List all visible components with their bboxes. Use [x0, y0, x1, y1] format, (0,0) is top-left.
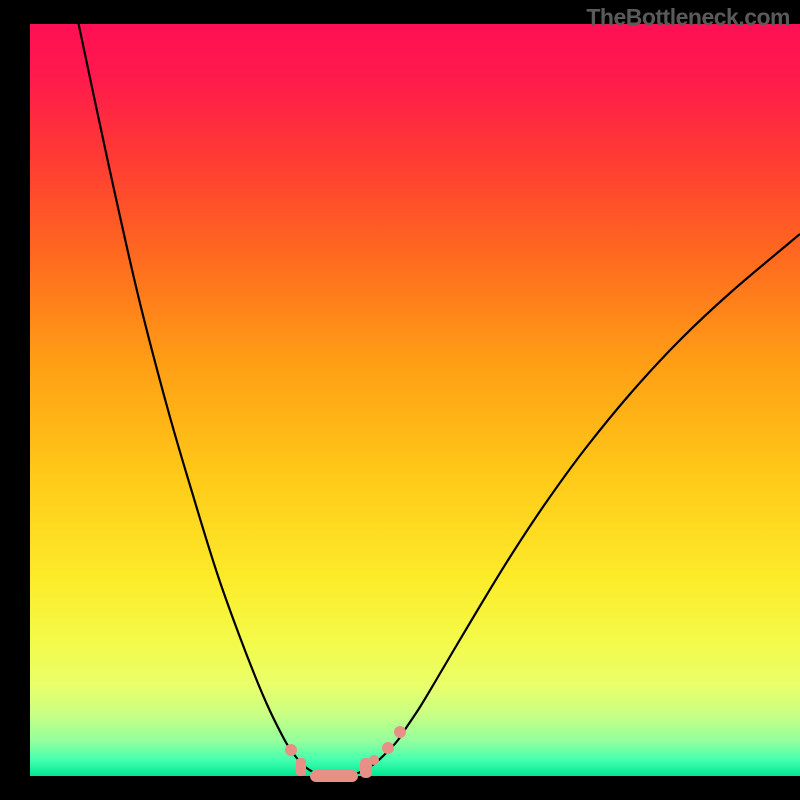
- valley-marker: [369, 755, 379, 765]
- valley-marker: [310, 770, 358, 782]
- bottleneck-chart: [0, 0, 800, 800]
- watermark-text: TheBottleneck.com: [586, 4, 790, 31]
- plot-area-gradient: [30, 24, 800, 776]
- valley-marker: [296, 758, 306, 776]
- valley-marker: [285, 744, 297, 756]
- valley-marker: [394, 726, 406, 738]
- valley-marker: [382, 742, 394, 754]
